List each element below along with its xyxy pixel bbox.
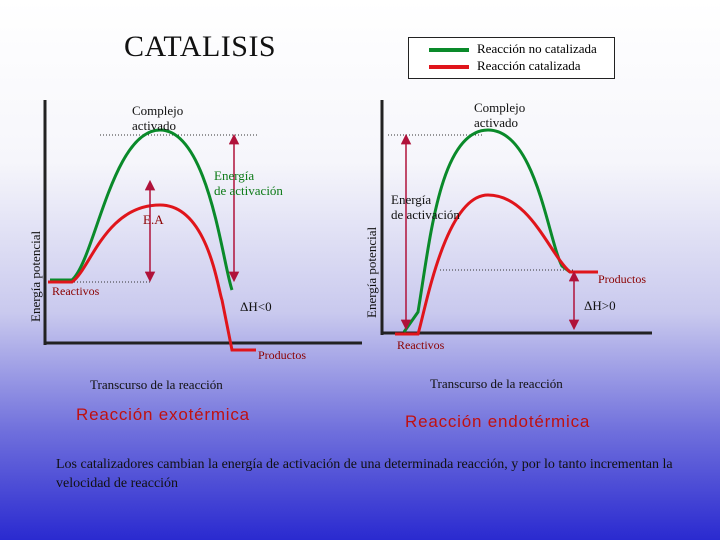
footer-text: Los catalizadores cambian la energía de … [56, 457, 673, 491]
left-complex-label: Complejo activado [132, 103, 183, 133]
legend-swatch-green [429, 48, 469, 52]
right-uncatalyzed-curve [402, 128, 571, 333]
legend-item-catalyzed: Reacción catalizada [409, 58, 614, 76]
right-reactants-label: Reactivos [397, 338, 445, 352]
right-y-axis-label: Energía potencial [364, 226, 379, 318]
left-ea-label: E.A [143, 212, 164, 227]
right-catalyzed-curve [395, 193, 598, 336]
left-uncatalyzed-curve [50, 128, 234, 291]
legend-item-uncatalyzed: Reacción no catalizada [409, 41, 614, 59]
legend-label-uncatalyzed: Reacción no catalizada [477, 41, 597, 56]
exothermic-diagram [43, 100, 362, 352]
right-complex-label-line2: activado [474, 115, 519, 130]
right-activation-label: Energía de activación [391, 192, 460, 222]
left-complex-label-line1: Complejo [132, 103, 184, 118]
page-title: CATALISIS [124, 30, 277, 63]
endothermic-diagram [380, 100, 652, 336]
left-activation-label: Energía de activación [214, 168, 283, 198]
left-caption: Reacción exotérmica [76, 405, 250, 424]
left-activation-label-line2: de activación [214, 183, 283, 198]
left-y-axis-label: Energía potencial [28, 230, 43, 322]
left-complex-label-line2: activado [132, 118, 177, 133]
legend-label-catalyzed: Reacción catalizada [477, 58, 581, 73]
left-catalyzed-curve [48, 203, 256, 352]
left-reactants-label: Reactivos [52, 284, 100, 298]
left-enthalpy-label: ΔH<0 [240, 299, 272, 314]
left-x-axis-label: Transcurso de la reacción [90, 377, 223, 392]
right-activation-label-line1: Energía [391, 192, 432, 207]
left-products-label: Productos [258, 348, 306, 362]
right-caption: Reacción endotérmica [405, 412, 591, 431]
right-complex-label: Complejo activado [474, 100, 525, 130]
right-x-axis-label: Transcurso de la reacción [430, 376, 563, 391]
right-products-label: Productos [598, 272, 646, 286]
right-activation-label-line2: de activación [391, 207, 460, 222]
legend: Reacción no catalizada Reacción cataliza… [408, 37, 615, 79]
legend-swatch-red [429, 65, 469, 69]
right-enthalpy-label: ΔH>0 [584, 298, 616, 313]
right-complex-label-line1: Complejo [474, 100, 526, 115]
left-activation-label-line1: Energía [214, 168, 255, 183]
